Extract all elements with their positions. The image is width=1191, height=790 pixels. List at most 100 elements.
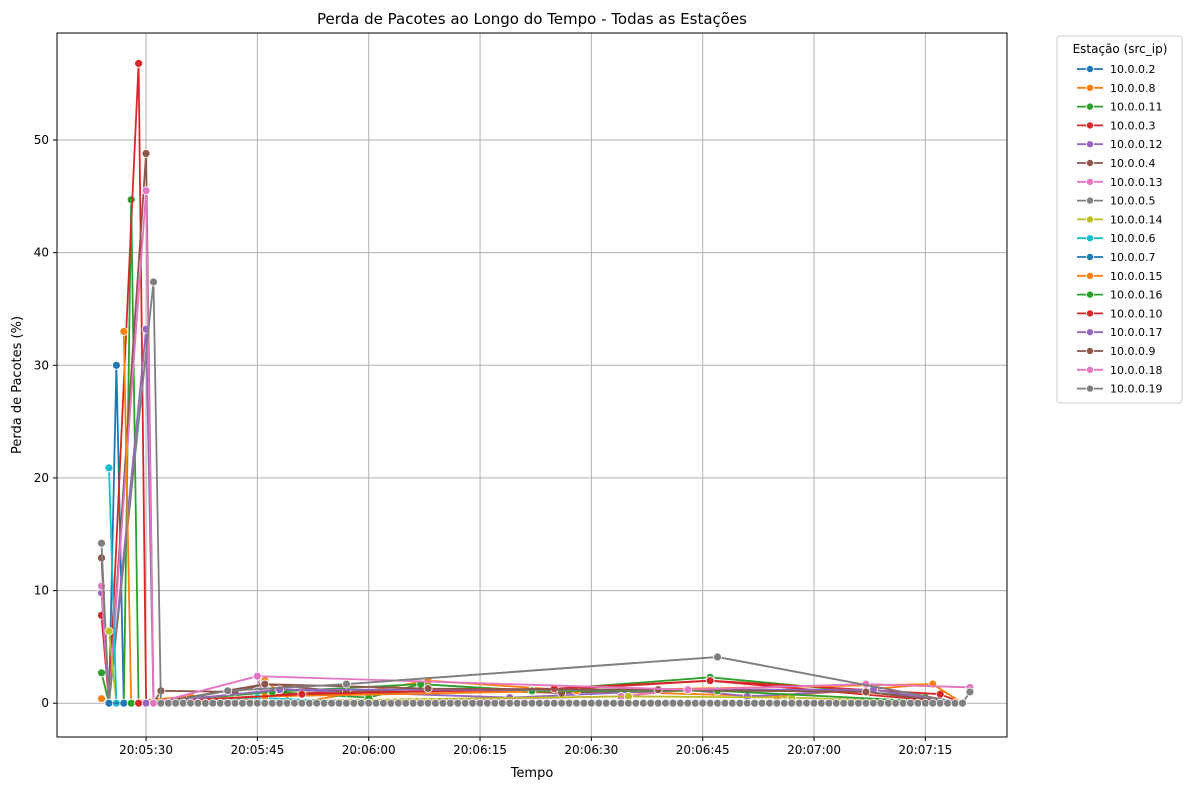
data-point [779,698,789,708]
legend-label: 10.0.0.15 [1110,270,1162,283]
data-point [742,698,752,708]
data-point [97,694,106,704]
data-point [817,698,826,708]
data-point [238,698,247,708]
y-tick-label: 50 [34,133,49,147]
legend-item: 10.0.0.19 [1077,383,1162,396]
x-axis-label: Tempo [510,766,554,781]
data-point [141,149,151,158]
data-point [104,626,114,636]
x-tick-label: 20:06:45 [676,743,730,757]
data-point [594,698,604,708]
data-point [379,698,388,708]
data-point [690,698,700,708]
data-point [824,698,834,708]
data-point [720,698,730,708]
data-point [275,698,285,708]
data-point [727,698,737,708]
grid-lines [57,33,1007,737]
data-point [653,698,663,708]
legend-marker [1086,215,1095,224]
data-point [460,698,470,708]
x-tick-label: 20:07:15 [898,743,952,757]
legend-item: 10.0.0.16 [1077,289,1162,302]
data-point [809,698,819,708]
data-point [260,698,270,708]
data-point [958,698,967,708]
legend-item: 10.0.0.8 [1077,82,1155,95]
y-tick-label: 30 [34,358,49,372]
data-point [668,698,678,708]
data-point [883,698,893,708]
legend-marker [1086,365,1095,374]
legend-item: 10.0.0.6 [1077,232,1155,245]
legend-title: Estação (src_ip) [1073,42,1168,56]
legend: Estação (src_ip) 10.0.0.2 10.0.0.8 10.0.0.… [1056,35,1183,404]
data-point [364,698,374,708]
data-point [505,698,515,708]
data-point [787,698,797,708]
x-tick-label: 20:05:45 [230,743,284,757]
data-point [453,698,463,708]
data-point [920,698,930,708]
data-point [928,698,938,708]
data-point [802,698,812,708]
data-point [876,698,886,708]
data-point [245,698,255,708]
data-point [260,679,270,689]
data-point [609,698,619,708]
data-point [549,698,559,708]
legend-label: 10.0.0.7 [1110,251,1155,264]
data-point [223,686,233,696]
chart-title: Perda de Pacotes ao Longo do Tempo - Tod… [317,10,747,28]
plot-frame [56,32,1008,738]
y-axis-label: Perda de Pacotes (%) [10,316,25,454]
data-point [735,698,745,708]
y-tick-label: 20 [34,471,49,485]
data-point [490,698,500,708]
data-point [713,698,722,708]
legend-marker [1086,309,1095,318]
legend-marker [1086,271,1095,280]
data-point [297,698,307,708]
data-point [282,698,292,708]
data-point [683,685,693,695]
legend-label: 10.0.0.2 [1110,63,1155,76]
data-point [119,698,129,708]
data-point [111,360,121,370]
data-point [579,698,589,708]
data-point [342,698,351,708]
legend-label: 10.0.0.4 [1110,157,1155,170]
data-point [356,698,366,708]
data-point [638,698,648,708]
legend-item: 10.0.0.10 [1077,307,1162,320]
legend-marker [1086,83,1095,92]
data-point [631,698,641,708]
data-point [163,698,173,708]
data-point [267,698,277,708]
data-point [104,698,114,708]
legend-label: 10.0.0.9 [1110,345,1155,358]
data-point [483,698,492,708]
data-point [935,698,945,708]
legend-label: 10.0.0.12 [1110,138,1162,151]
data-point [304,698,314,708]
data-point [104,463,114,473]
data-point [97,538,106,548]
data-point [119,327,129,336]
data-point [423,684,433,693]
data-point [683,698,693,708]
legend-label: 10.0.0.3 [1110,119,1155,132]
legend-label: 10.0.0.19 [1110,383,1162,396]
legend-marker [1086,140,1095,149]
data-point [705,698,715,708]
legend-marker [1086,346,1095,355]
data-point [950,698,960,708]
legend-marker [1086,121,1095,130]
data-point [535,698,544,708]
data-point [201,698,210,708]
data-point [586,698,596,708]
legend-item: 10.0.0.15 [1077,270,1162,283]
data-point [713,652,722,662]
